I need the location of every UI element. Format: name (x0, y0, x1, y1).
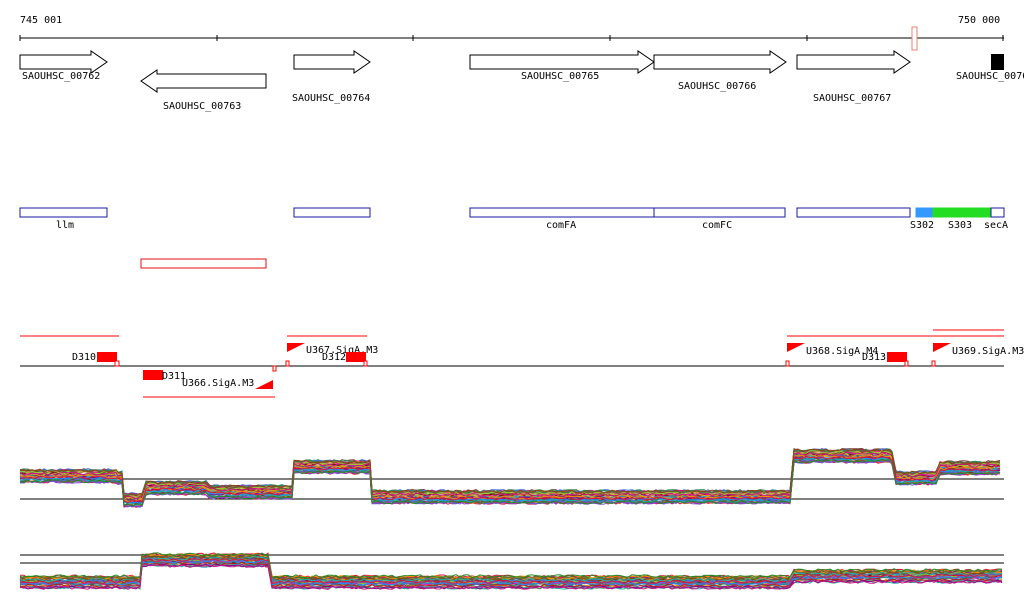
expression-series-line (19, 552, 1003, 579)
segment-d312[interactable] (346, 352, 366, 362)
gene-block-0076x[interactable] (991, 54, 1004, 70)
expression-series-line (19, 448, 1000, 497)
expression-series-group (19, 552, 1003, 590)
gene-label: SAOUHSC_0076 (956, 71, 1024, 82)
operon-track: llm comFA comFC S302 S303 secA (19, 207, 1008, 269)
gene-arrow-00764[interactable] (293, 50, 371, 74)
segment-end-marker (363, 360, 368, 367)
operon-box[interactable] (293, 207, 371, 218)
operon-box-comfa[interactable] (469, 207, 655, 218)
expression-series-group (19, 447, 1001, 508)
segment-label: U369.SigA.M3 (952, 346, 1024, 357)
ruler-end-label: 750 000 (958, 15, 1000, 26)
gene-label: SAOUHSC_00762 (22, 71, 100, 82)
segment-label: U367.SigA.M3 (306, 345, 378, 356)
promoter-u366[interactable] (255, 380, 273, 389)
operon-label: comFC (702, 220, 732, 231)
expression-series-line (19, 459, 1001, 507)
expression-series-line (19, 557, 1003, 584)
segment-d310[interactable] (97, 352, 117, 362)
operon-label: S303 (948, 220, 972, 231)
expression-series-line (19, 454, 1001, 503)
operon-box-s302[interactable] (915, 207, 934, 218)
segment-end-marker (785, 360, 790, 367)
segment-end-marker (114, 360, 120, 367)
gene-arrow-00766[interactable] (653, 50, 787, 74)
promoter-u369[interactable] (933, 343, 951, 352)
ruler-start-label: 745 001 (20, 15, 62, 26)
operon-box-comfc[interactable] (653, 207, 786, 218)
expression-series-line (19, 451, 1001, 500)
promoter-u368[interactable] (787, 343, 805, 352)
operon-label: comFA (546, 220, 576, 231)
segment-label: D313 (862, 352, 886, 363)
expression-series-line (19, 457, 1001, 506)
expression-series-line (19, 450, 1001, 499)
gene-label: SAOUHSC_00767 (813, 93, 891, 104)
gene-label: SAOUHSC_00763 (163, 101, 241, 112)
gene-track: SAOUHSC_00762 SAOUHSC_00763 SAOUHSC_0076… (19, 50, 1024, 112)
gene-label: SAOUHSC_00764 (292, 93, 370, 104)
segment-end-marker (904, 360, 909, 367)
operon-label: secA (984, 220, 1008, 231)
segment-label: D310 (72, 352, 96, 363)
gene-label: SAOUHSC_00766 (678, 81, 756, 92)
gene-label: SAOUHSC_00765 (521, 71, 599, 82)
expression-series-line (19, 556, 1003, 583)
operon-box-llm[interactable] (19, 207, 108, 218)
segment-label: D312 (322, 352, 346, 363)
expression-series-line (19, 561, 1003, 588)
expression-track-lower[interactable] (19, 552, 1004, 590)
gene-arrow-00767[interactable] (796, 50, 911, 74)
segment-label: U368.SigA.M4 (806, 346, 878, 357)
promoter-u367[interactable] (287, 343, 305, 352)
operon-label: llm (56, 220, 74, 231)
view-position-marker[interactable] (911, 26, 918, 51)
segment-end-marker (285, 360, 290, 367)
expression-track-upper[interactable] (19, 447, 1004, 508)
segment-end-marker (272, 365, 277, 372)
segment-end-marker (931, 360, 936, 367)
antisense-box[interactable] (140, 258, 267, 269)
expression-series-line (20, 563, 1003, 590)
operon-label: S302 (910, 220, 934, 231)
expression-series-line (19, 455, 1001, 504)
segment-track: D310 D311 U366.SigA.M3 U367.SigA.M3 D312… (20, 329, 1024, 398)
operon-box[interactable] (796, 207, 911, 218)
expression-series-line (19, 555, 1003, 583)
segment-d311[interactable] (143, 370, 163, 380)
gene-arrow-00762[interactable] (19, 50, 108, 74)
operon-box-s303[interactable] (932, 207, 992, 218)
operon-box-seca[interactable] (990, 207, 1005, 218)
segment-d313[interactable] (887, 352, 907, 362)
segment-label: U366.SigA.M3 (182, 378, 254, 389)
gene-arrow-00763[interactable] (140, 69, 267, 93)
gene-arrow-00765[interactable] (469, 50, 655, 74)
segment-label: D311 (162, 371, 186, 382)
coordinate-ruler: 745 001 750 000 (19, 15, 1004, 51)
